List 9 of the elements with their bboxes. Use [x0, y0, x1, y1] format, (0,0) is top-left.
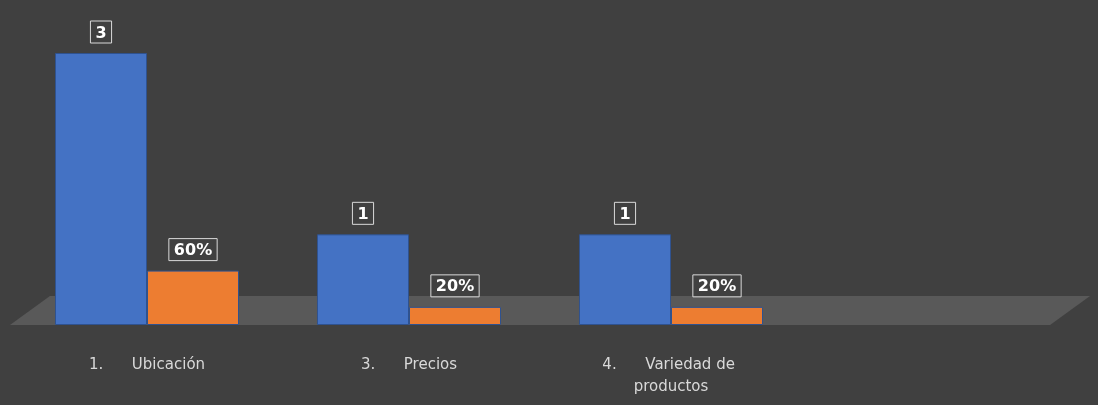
data-label: 1: [357, 203, 369, 223]
data-label: 20%: [697, 276, 737, 296]
data-label: 3: [95, 22, 107, 42]
data-label: 20%: [435, 276, 475, 296]
x-tick-label: 1. Ubicación: [88, 355, 206, 373]
x-tick-label: 3. Precios: [360, 355, 458, 373]
data-label: 1: [619, 203, 631, 223]
data-label: 60%: [173, 240, 213, 260]
x-tick-label: 4. Variedad de productos: [602, 355, 740, 395]
